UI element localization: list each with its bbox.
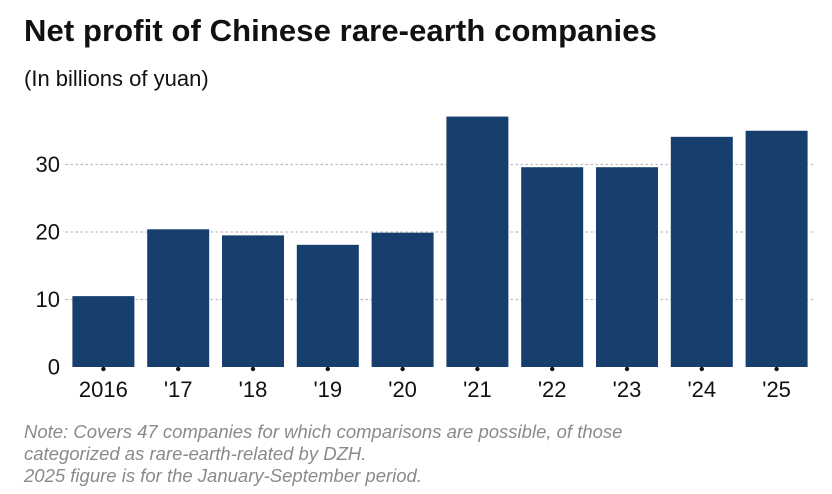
- bar: [147, 229, 210, 367]
- y-tick-label: 30: [36, 152, 60, 177]
- bar: [72, 296, 135, 367]
- x-tick-mark: [699, 366, 704, 372]
- bar-chart: 0 10 20 30 2016 '17 '18 '19 '20 '21 '22 '23 '24 '25: [36, 116, 815, 402]
- x-tick-label: 2016: [79, 377, 128, 402]
- x-tick-mark: [550, 366, 555, 372]
- y-tick-label: 0: [48, 355, 60, 380]
- x-tick-mark: [400, 366, 405, 372]
- note-line-3: 2025 figure is for the January-September…: [24, 465, 422, 486]
- x-tick-mark: [176, 366, 181, 372]
- note-line-1: Note: Covers 47 companies for which comp…: [24, 421, 623, 442]
- chart-subtitle: (In billions of yuan): [24, 66, 209, 91]
- x-tick-label: '24: [687, 377, 716, 402]
- x-tick-mark: [250, 366, 256, 372]
- chart-note: Note: Covers 47 companies for which comp…: [24, 421, 622, 487]
- x-tick-mark: [624, 366, 630, 372]
- bar: [371, 232, 434, 367]
- x-tick-mark: [475, 366, 480, 372]
- x-axis-ticks: 2016 '17 '18 '19 '20 '21 '22 '23 '24 '25: [79, 366, 791, 402]
- x-tick-label: '23: [613, 377, 642, 402]
- bar: [670, 136, 733, 367]
- y-axis-ticks: 0 10 20 30: [36, 152, 60, 380]
- bar: [296, 244, 359, 367]
- bar: [745, 130, 808, 367]
- x-tick-label: '22: [538, 377, 567, 402]
- bar: [446, 116, 509, 367]
- x-tick-label: '18: [239, 377, 268, 402]
- x-tick-label: '21: [463, 377, 492, 402]
- x-tick-mark: [774, 366, 779, 372]
- note-line-2: categorized as rare-earth-related by DZH…: [24, 443, 367, 464]
- x-tick-label: '25: [762, 377, 791, 402]
- bar: [596, 167, 658, 367]
- bars: [72, 116, 808, 367]
- y-tick-label: 10: [36, 287, 60, 312]
- bar: [521, 167, 584, 367]
- x-tick-label: '20: [388, 377, 417, 402]
- x-tick-label: '17: [164, 377, 193, 402]
- y-tick-label: 20: [36, 220, 60, 245]
- chart-title: Net profit of Chinese rare-earth compani…: [24, 13, 657, 48]
- x-tick-mark: [325, 366, 330, 372]
- x-tick-label: '19: [313, 377, 342, 402]
- x-tick-mark: [101, 366, 106, 372]
- bar: [222, 235, 284, 367]
